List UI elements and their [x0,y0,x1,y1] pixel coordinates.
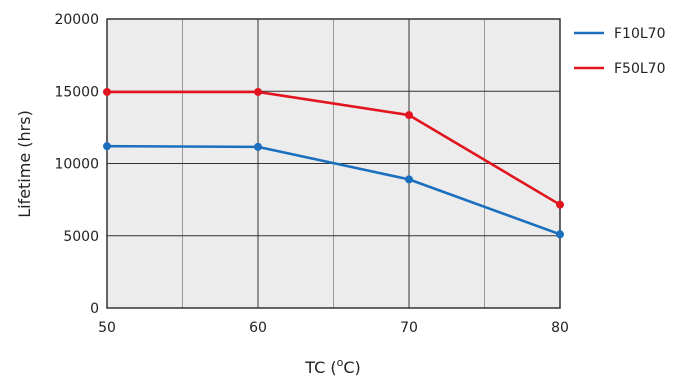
x-tick-label: 70 [400,320,418,336]
y-tick-label: 5000 [63,229,99,245]
data-point [254,142,262,151]
data-point [254,87,262,96]
legend: F10L70 F50L70 [574,26,665,77]
x-tick-label: 60 [249,320,267,336]
y-tick-labels: 0 5000 10000 15000 20000 [54,12,99,317]
data-point [405,111,413,120]
data-point [556,200,564,209]
data-point [556,230,564,239]
plot-frame [106,18,561,309]
x-tick-label: 80 [551,320,569,336]
y-axis-label: Lifetime (hrs) [15,110,34,218]
data-point [405,175,413,184]
y-tick-label: 15000 [54,84,99,100]
series-layer [103,87,564,239]
legend-label: F10L70 [614,26,665,42]
series-line [106,144,561,236]
y-tick-label: 10000 [54,157,99,173]
series-line [107,90,561,206]
data-point [103,87,111,96]
data-point [103,142,111,151]
x-tick-labels: 50 60 70 80 [98,320,569,336]
series-0 [103,142,564,239]
x-tick-label: 50 [98,320,116,336]
legend-label: F50L70 [614,61,665,77]
y-tick-label: 20000 [54,12,99,28]
y-tick-label: 0 [90,301,99,317]
x-axis-label: TC (oC) [304,356,361,377]
series-1 [103,87,564,209]
